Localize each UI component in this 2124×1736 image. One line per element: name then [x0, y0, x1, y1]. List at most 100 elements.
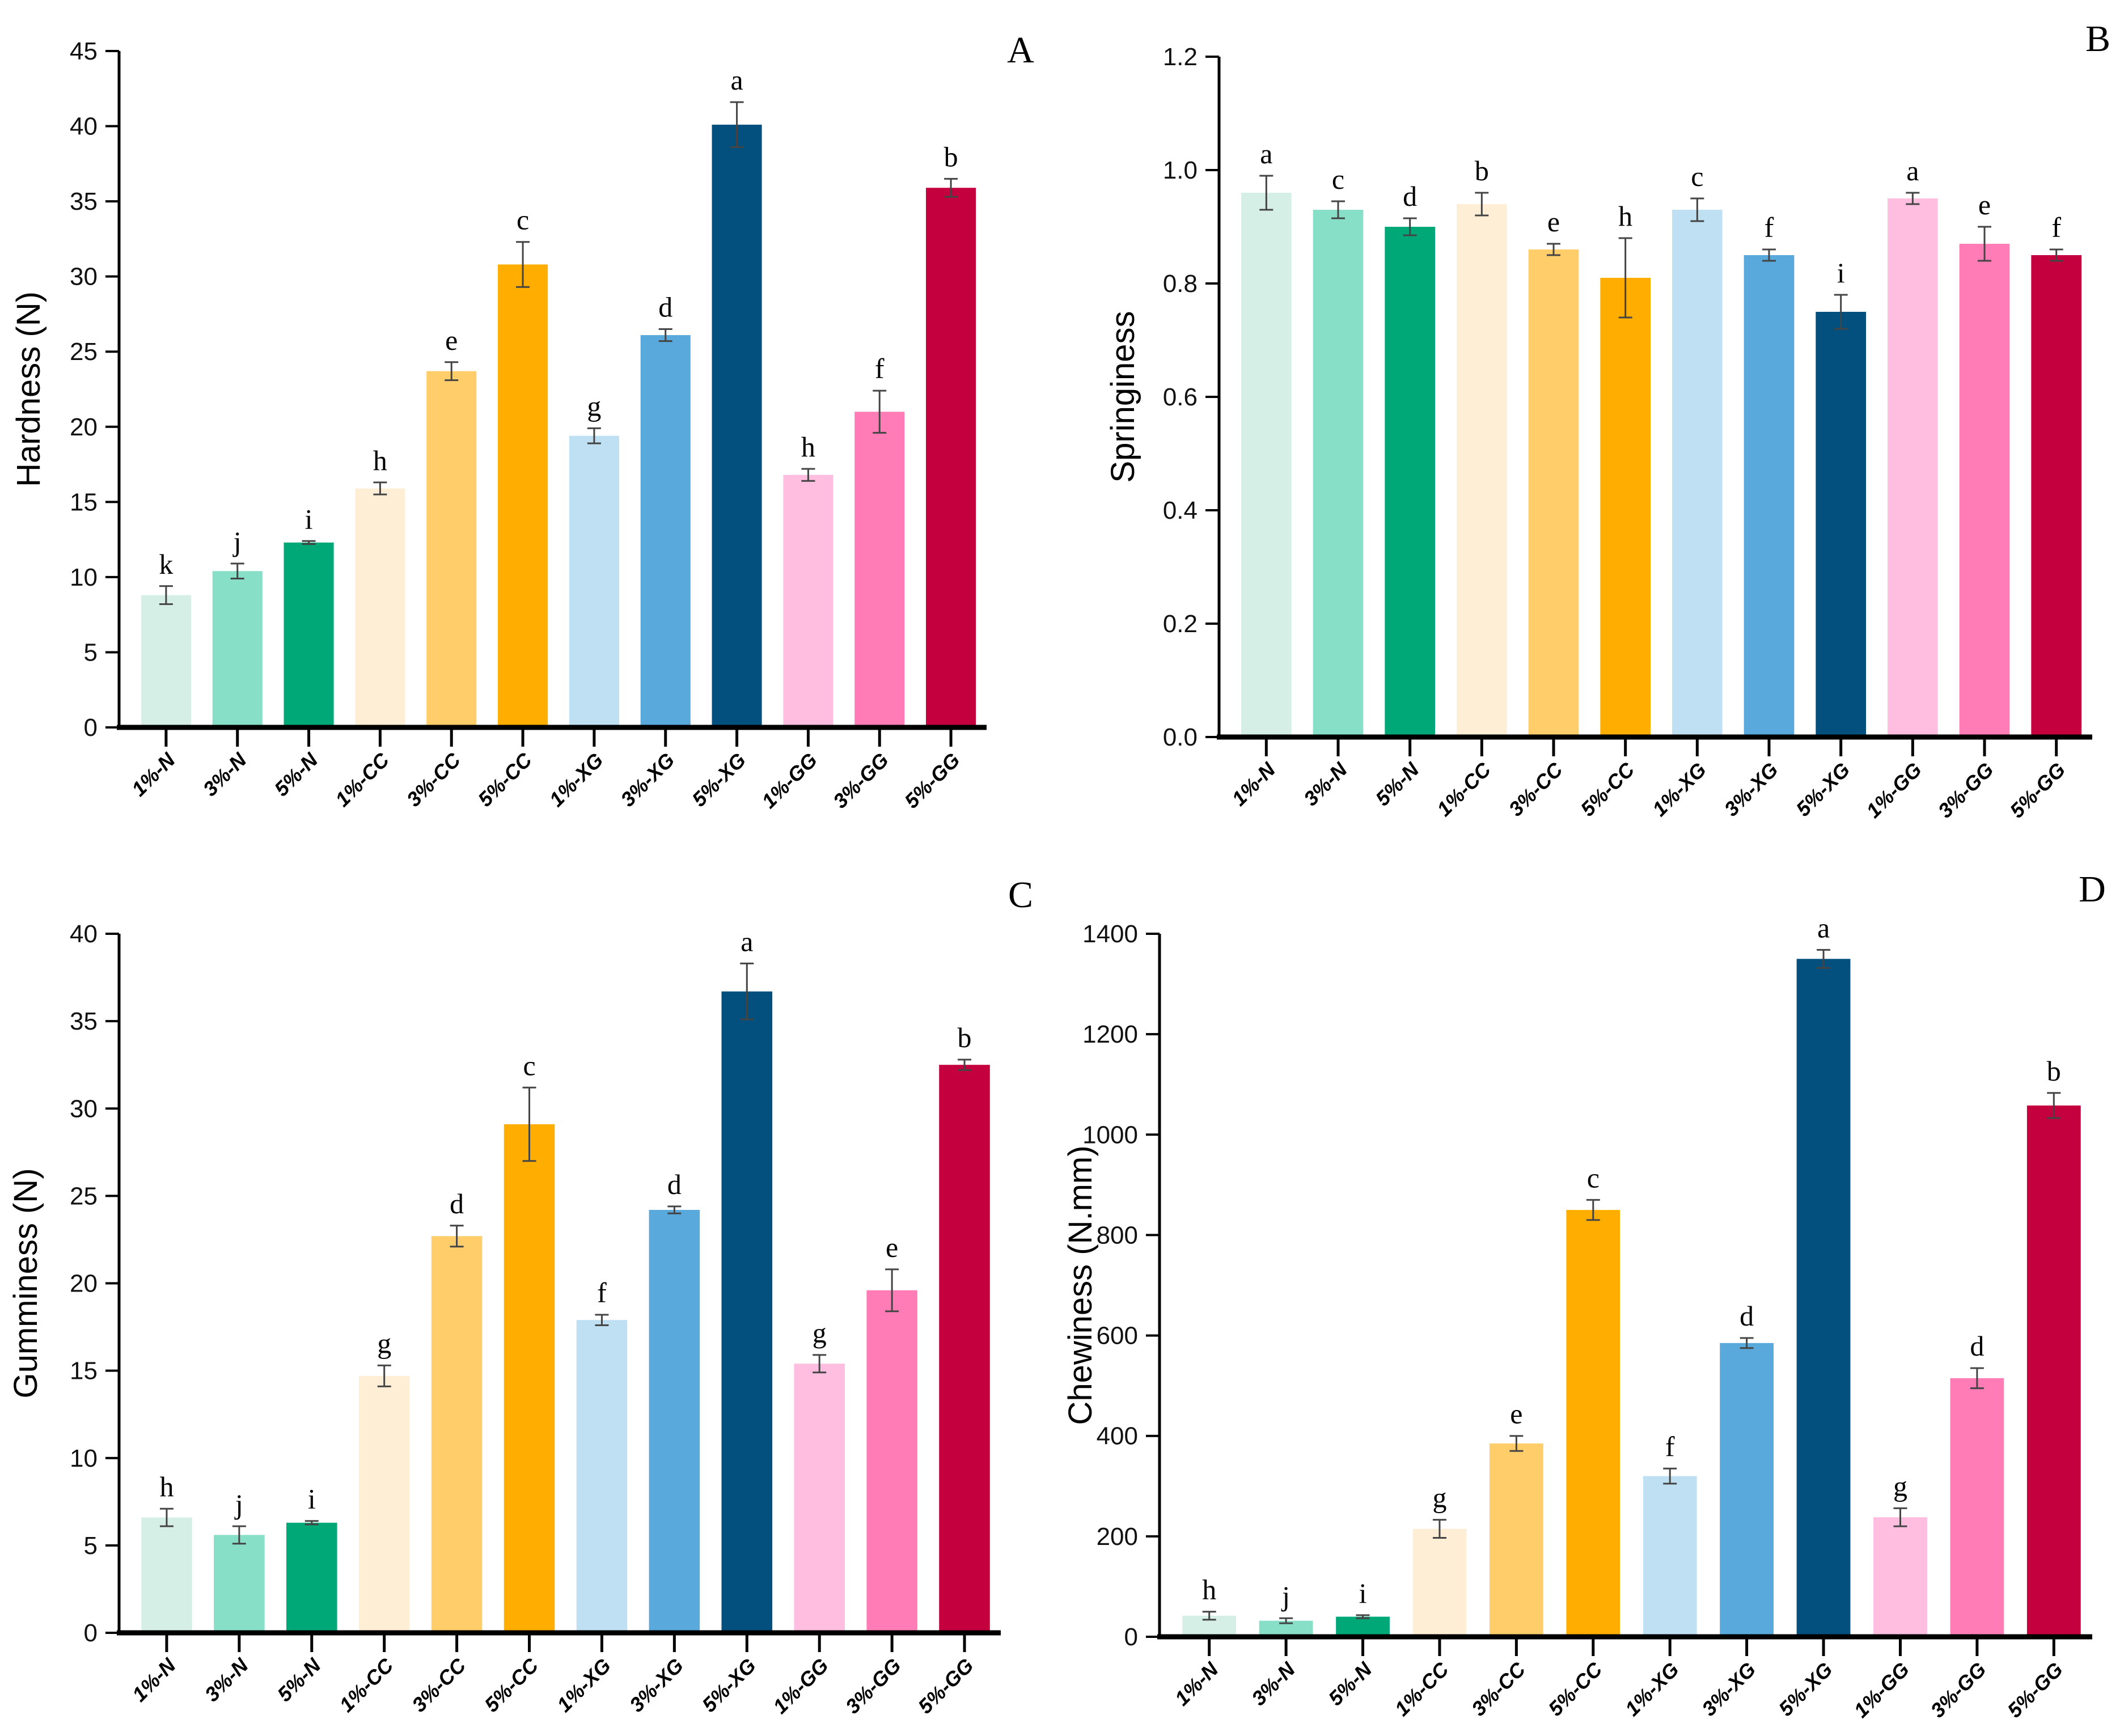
bar [569, 435, 619, 727]
panel-letter: B [2085, 18, 2110, 60]
significance-letter: e [445, 324, 458, 356]
significance-letter: g [813, 1317, 827, 1349]
bar [1744, 255, 1795, 737]
x-tick-label: 3%-CC [1504, 757, 1568, 821]
bar [1816, 312, 1866, 737]
y-tick-label: 20 [70, 1270, 98, 1298]
bar [939, 1065, 990, 1633]
significance-letter: d [1403, 180, 1417, 212]
significance-letter: b [2047, 1055, 2061, 1087]
x-tick-label: 5%-XG [687, 748, 750, 811]
y-tick-label: 30 [70, 263, 98, 291]
x-tick-label: 1%-XG [1620, 1658, 1683, 1721]
significance-letter: f [875, 353, 885, 384]
x-tick-label: 3%-XG [1697, 1658, 1760, 1721]
significance-letter: b [958, 1022, 972, 1053]
x-tick-label: 5%-GG [2005, 758, 2070, 823]
bar [1959, 244, 2010, 737]
bar [504, 1124, 555, 1633]
x-tick-label: 1%-N [127, 748, 180, 801]
significance-letter: i [305, 503, 313, 535]
bar [1950, 1378, 2004, 1637]
x-tick-label: 3%-N [198, 748, 251, 801]
bar [286, 1522, 337, 1633]
x-tick-label: 3%-XG [1720, 758, 1783, 821]
significance-letter: j [1281, 1580, 1290, 1612]
significance-letter: c [1587, 1162, 1600, 1193]
x-tick-label: 1%-XG [1648, 758, 1711, 821]
significance-letter: j [234, 1488, 243, 1520]
x-tick-label: 3%-GG [841, 1654, 906, 1718]
panel-letter: A [1007, 29, 1034, 71]
x-tick-label: 5%-CC [473, 748, 537, 811]
significance-letter: h [1202, 1574, 1216, 1606]
y-tick-label: 600 [1097, 1322, 1138, 1350]
y-tick-label: 0.4 [1163, 497, 1198, 524]
y-tick-label: 0.8 [1163, 270, 1198, 298]
bar [1385, 227, 1435, 737]
bar [1873, 1517, 1927, 1637]
chart-panel-c: h 1%-N j 3%-N i 5%-N g 1%-CC d 3%-CC c 5%-CC f 1%-XG d… [7, 874, 1033, 1718]
y-tick-label: 35 [70, 188, 98, 215]
bar [141, 595, 191, 727]
y-tick-label: 0 [84, 714, 98, 742]
x-tick-label: 1%-CC [1432, 757, 1496, 821]
x-tick-label: 5%-N [273, 1653, 325, 1706]
x-tick-label: 1%-XG [545, 748, 608, 811]
x-tick-label: 1%-N [1227, 757, 1280, 810]
x-tick-label: 5%-XG [1774, 1658, 1837, 1721]
significance-letter: d [1970, 1330, 1984, 1362]
x-tick-label: 1%-GG [1861, 758, 1926, 823]
bar [426, 371, 477, 727]
bar [1528, 249, 1579, 737]
bar [358, 1375, 410, 1633]
bar [214, 1535, 265, 1633]
y-tick-label: 200 [1097, 1523, 1138, 1551]
significance-letter: d [658, 291, 672, 323]
x-tick-label: 1%-GG [757, 748, 822, 813]
panel-letter: D [2079, 869, 2106, 910]
y-tick-label: 35 [70, 1007, 98, 1035]
significance-letter: d [667, 1168, 682, 1200]
x-tick-label: 3%-CC [1467, 1657, 1530, 1721]
x-tick-label: 5%-N [270, 748, 323, 801]
y-tick-label: 1200 [1082, 1021, 1138, 1048]
y-tick-label: 40 [70, 920, 98, 948]
x-tick-label: 5%-GG [913, 1654, 978, 1718]
significance-letter: a [730, 64, 743, 96]
x-tick-label: 3%-XG [625, 1654, 688, 1717]
bar [712, 124, 762, 728]
x-tick-label: 5%-XG [697, 1654, 760, 1717]
x-tick-label: 5%-CC [1543, 1657, 1607, 1721]
bar [1672, 210, 1723, 737]
significance-letter: a [1906, 155, 1919, 187]
y-tick-label: 1000 [1082, 1121, 1138, 1149]
significance-letter: b [1475, 155, 1489, 187]
bar [141, 1517, 192, 1633]
y-tick-label: 400 [1097, 1422, 1138, 1450]
x-tick-label: 1%-GG [768, 1654, 833, 1718]
bar [1566, 1210, 1620, 1637]
significance-letter: f [2051, 211, 2061, 243]
significance-letter: c [523, 1049, 535, 1081]
significance-letter: g [587, 390, 601, 422]
x-tick-label: 1%-N [1170, 1657, 1223, 1710]
bar [284, 542, 334, 727]
significance-letter: g [1432, 1482, 1446, 1514]
y-tick-label: 10 [70, 564, 98, 591]
significance-letter: c [1332, 163, 1344, 195]
bar [1796, 959, 1851, 1637]
significance-letter: j [232, 526, 242, 557]
x-tick-label: 1%-GG [1849, 1658, 1914, 1722]
y-axis-label: Hardness (N) [10, 291, 47, 487]
significance-letter: g [1893, 1470, 1907, 1502]
y-tick-label: 25 [70, 1182, 98, 1210]
y-tick-label: 45 [70, 37, 98, 65]
significance-letter: h [1618, 200, 1632, 232]
bar [1313, 210, 1364, 737]
significance-letter: k [159, 548, 173, 580]
bar [1600, 278, 1651, 737]
significance-letter: i [1359, 1577, 1367, 1609]
y-tick-label: 25 [70, 338, 98, 366]
